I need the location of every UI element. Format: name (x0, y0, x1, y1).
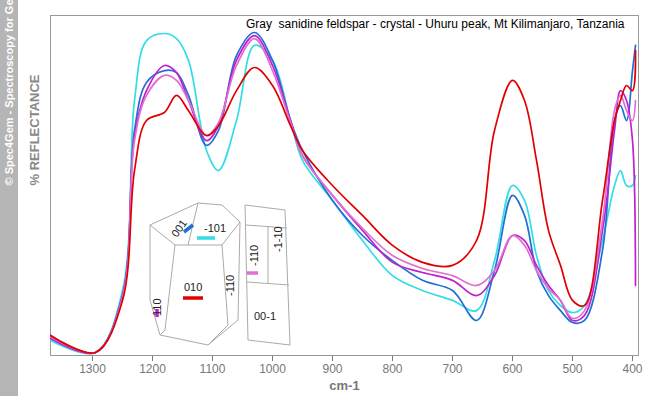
svg-text:-101: -101 (204, 222, 226, 234)
svg-text:1300: 1300 (79, 362, 106, 376)
svg-text:001: 001 (169, 217, 189, 239)
svg-text:800: 800 (382, 362, 402, 376)
svg-text:1100: 1100 (200, 362, 226, 376)
svg-text:400: 400 (622, 362, 642, 376)
svg-text:© Spec4Gem - Spectroscopy for: © Spec4Gem - Spectroscopy for Gemologist… (3, 0, 15, 186)
svg-text:Gray sanidine feldspar - crys: Gray sanidine feldspar - crystal - Uhuru… (246, 17, 625, 31)
svg-text:010: 010 (184, 281, 202, 293)
svg-text:500: 500 (562, 362, 582, 376)
svg-text:700: 700 (442, 362, 462, 376)
svg-text:1000: 1000 (259, 362, 286, 376)
svg-text:600: 600 (502, 362, 522, 376)
svg-text:900: 900 (322, 362, 342, 376)
svg-text:00-1: 00-1 (254, 310, 276, 322)
svg-text:-110: -110 (224, 275, 236, 296)
svg-text:% REFLECTANCE: % REFLECTANCE (27, 74, 42, 185)
svg-text:110: 110 (151, 298, 163, 316)
svg-text:-1-10: -1-10 (272, 226, 284, 252)
svg-text:1200: 1200 (139, 362, 166, 376)
svg-text:-110: -110 (248, 245, 260, 266)
svg-text:cm-1: cm-1 (329, 378, 359, 393)
